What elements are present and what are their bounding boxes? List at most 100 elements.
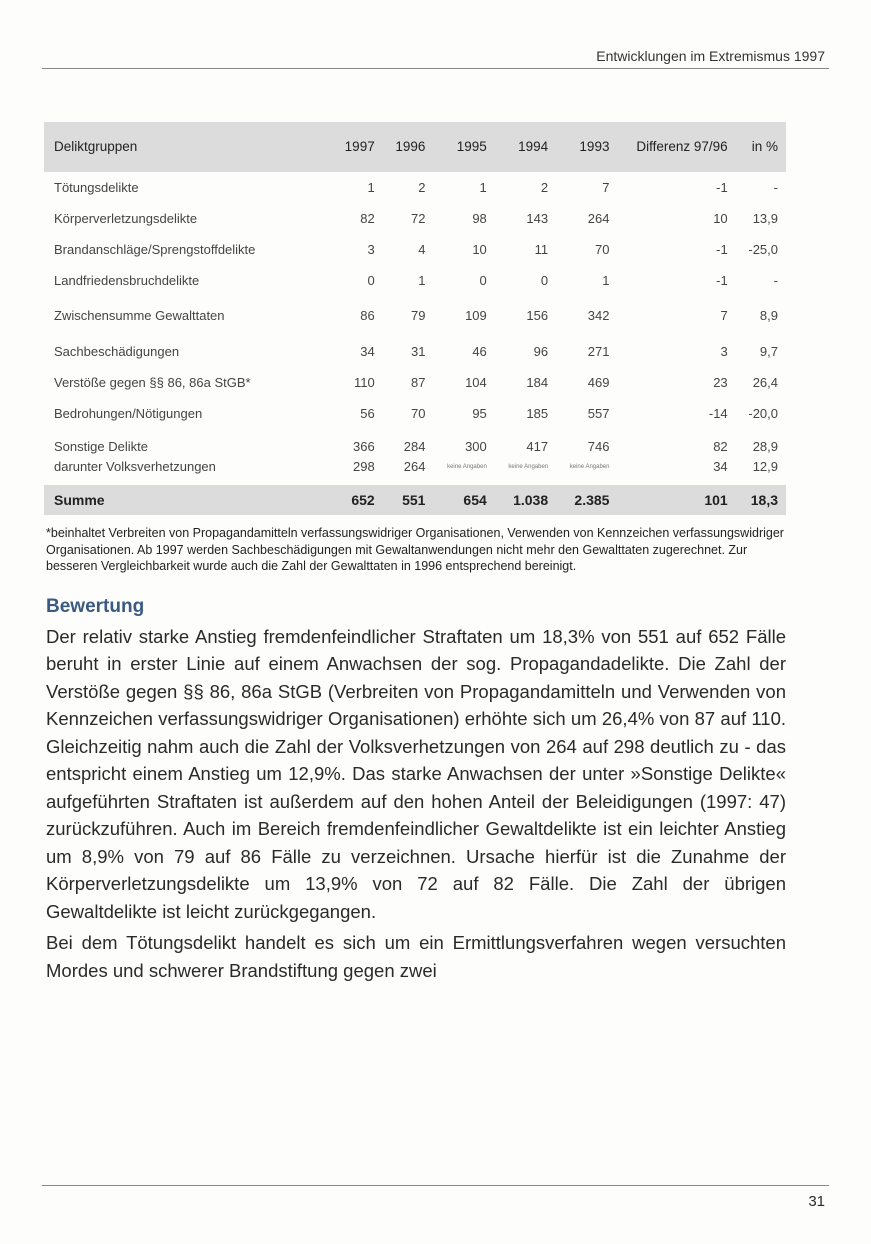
table-cell: 3 (720, 343, 728, 359)
row-label: Verstöße gegen §§ 86, 86a StGB* (54, 374, 251, 390)
row-label: darunter Volksverhetzungen (54, 459, 216, 474)
table-cell: 56 (360, 405, 375, 421)
column-header: Differenz 97/96 (617, 122, 736, 172)
table-cell: keine Angaben (495, 457, 556, 485)
table-cell: 417 (526, 439, 549, 454)
table-cell: 342 (587, 308, 610, 323)
table-cell: 469 (587, 374, 610, 390)
table-cell: 1 (479, 179, 487, 195)
table-cell: 3 (367, 241, 375, 257)
table-row: Körperverletzungsdelikte 82 72 98 143 264 10 13… (44, 203, 786, 234)
column-header: 1995 (433, 122, 495, 172)
footer-rule (42, 1185, 829, 1186)
table-cell: 0 (540, 272, 549, 288)
table-cell: 2 (540, 179, 549, 195)
table-cell: 98 (472, 210, 487, 226)
column-header: in % (735, 122, 786, 172)
no-data-note: keine Angaben (447, 463, 487, 470)
table-cell: 18,3 (735, 485, 786, 515)
table-cell: 0 (479, 272, 487, 288)
table-cell: -25,0 (748, 241, 778, 257)
table-cell: 366 (353, 439, 375, 454)
table-cell: - (773, 272, 778, 288)
table-cell: 4 (418, 241, 426, 257)
table-cell: 551 (382, 485, 434, 515)
header-rule (42, 68, 829, 69)
column-header: 1997 (332, 122, 383, 172)
table-cell: 300 (465, 439, 487, 454)
table-cell: 1 (602, 272, 610, 288)
total-row: Summe 652 551 654 1.038 2.385 101 18,3 (44, 485, 786, 515)
table-cell: 143 (526, 210, 549, 226)
table-cell: 70 (410, 405, 426, 421)
table-cell: 101 (617, 485, 736, 515)
table-cell: 2 (418, 179, 426, 195)
table-cell: 23 (713, 374, 728, 390)
row-label: Sachbeschädigungen (54, 343, 180, 359)
table-cell: 82 (360, 210, 375, 226)
row-label: Sonstige Delikte (54, 439, 148, 454)
table-cell: 82 (713, 439, 728, 454)
table-cell: 96 (533, 343, 549, 359)
table-cell: 79 (410, 308, 426, 323)
table-cell: 12,9 (752, 459, 778, 474)
column-header: Deliktgruppen (44, 122, 332, 172)
table-cell: 31 (410, 343, 426, 359)
table-cell: 10 (713, 210, 728, 226)
table-cell: -1 (716, 179, 728, 195)
table-cell: 185 (526, 405, 549, 421)
table-cell: 28,9 (752, 439, 778, 454)
paragraph: Bei dem Tötungsdelikt handelt es sich um… (46, 932, 786, 981)
row-label: Brandanschläge/Sprengstoffdelikte (54, 241, 256, 257)
table-cell: -1 (716, 241, 728, 257)
table-cell: - (773, 179, 778, 195)
table-cell: 13,9 (752, 210, 778, 226)
no-data-note: keine Angaben (569, 463, 610, 470)
table-cell: 72 (410, 210, 426, 226)
table-cell: 284 (403, 439, 426, 454)
table-row: Bedrohungen/Nötigungen 56 70 95 185 557 -14 -20… (44, 398, 786, 429)
table-row: Sachbeschädigungen 34 31 46 96 271 3 9,7 (44, 336, 786, 367)
table-cell: 34 (713, 459, 728, 474)
table-cell: 95 (472, 405, 487, 421)
table-cell: 2.385 (556, 485, 618, 515)
table-cell: 109 (465, 308, 487, 323)
table-cell: 184 (526, 374, 549, 390)
table-cell: 7 (602, 179, 610, 195)
table-row: Landfriedensbruchdelikte 0 1 0 0 1 -1 - (44, 265, 786, 296)
table-cell: 86 (360, 308, 375, 323)
table-cell: 46 (472, 343, 487, 359)
section-heading: Bewertung (46, 595, 145, 617)
footnote: *beinhaltet Verbreiten von Propagandamit… (46, 526, 784, 573)
table-cell: 557 (587, 405, 610, 421)
table-cell: 1 (418, 272, 426, 288)
row-label: Bedrohungen/Nötigungen (54, 405, 203, 421)
page-number: 31 (808, 1193, 825, 1210)
table-cell: 8,9 (759, 308, 778, 323)
statistics-table: Deliktgruppen 1997 1996 1995 1994 1993 Differe… (44, 122, 786, 515)
row-label: Landfriedensbruchdelikte (54, 272, 200, 288)
table-cell: 746 (587, 439, 610, 454)
table-cell: keine Angaben (433, 457, 494, 485)
table-cell: 9,7 (759, 343, 778, 359)
column-header: 1993 (556, 122, 618, 172)
table-cell: 70 (595, 241, 610, 257)
table-cell: 654 (433, 485, 495, 515)
table-cell: keine Angaben (556, 457, 617, 485)
table-row: Zwischensumme Gewalttaten 86 79 109 156 342 7 8… (44, 296, 786, 336)
table-cell: 298 (353, 459, 375, 474)
table-row: Verstöße gegen §§ 86, 86a StGB* 110 87 104 1… (44, 367, 786, 398)
table-cell: 110 (353, 374, 375, 390)
table-cell: -14 (708, 405, 728, 421)
row-label: Körperverletzungsdelikte (54, 210, 198, 226)
table-cell: 7 (720, 308, 728, 323)
table-cell: 0 (367, 272, 375, 288)
paragraph: Der relativ starke Anstieg fremdenfeindl… (46, 625, 786, 922)
row-label: Summe (44, 485, 332, 515)
table-row: darunter Volksverhetzungen 298 264 keine An… (44, 457, 786, 485)
table-cell: 11 (534, 241, 549, 257)
table-cell: 264 (403, 459, 426, 474)
no-data-note: keine Angaben (508, 463, 549, 470)
table-cell: 87 (410, 374, 426, 390)
column-header: 1994 (494, 122, 557, 172)
